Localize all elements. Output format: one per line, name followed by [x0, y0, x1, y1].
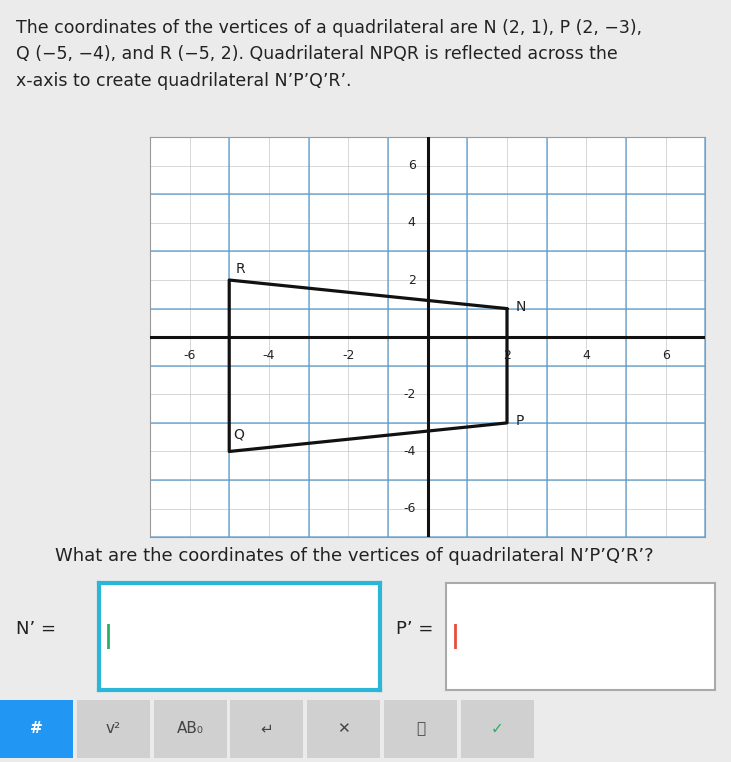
Text: R: R: [235, 262, 245, 276]
Text: -2: -2: [342, 349, 355, 362]
Text: #: #: [30, 722, 43, 736]
Text: -6: -6: [183, 349, 196, 362]
Text: N: N: [516, 300, 526, 314]
Text: 4: 4: [583, 349, 591, 362]
Text: What are the coordinates of the vertices of quadrilateral N’P’Q’R’?: What are the coordinates of the vertices…: [55, 547, 654, 565]
Text: -4: -4: [262, 349, 275, 362]
Text: 4: 4: [408, 216, 416, 229]
Text: -4: -4: [404, 445, 416, 458]
Text: |: |: [451, 624, 461, 648]
Text: The coordinates of the vertices of a quadrilateral are N (2, 1), P (2, −3),
Q (−: The coordinates of the vertices of a qua…: [16, 19, 643, 90]
Text: 🗑: 🗑: [416, 722, 425, 736]
Text: AB₀: AB₀: [177, 722, 203, 736]
Text: ↵: ↵: [260, 722, 273, 736]
Text: -6: -6: [404, 502, 416, 515]
Text: P: P: [516, 415, 524, 428]
Text: -2: -2: [404, 388, 416, 401]
Text: Q: Q: [233, 427, 244, 441]
Text: 2: 2: [408, 274, 416, 287]
Text: |: |: [105, 624, 113, 648]
Text: 2: 2: [503, 349, 511, 362]
Text: ✕: ✕: [337, 722, 350, 736]
Text: P’ =: P’ =: [396, 620, 433, 638]
Text: v²: v²: [106, 722, 121, 736]
Text: ✓: ✓: [491, 722, 504, 736]
Text: N’ =: N’ =: [16, 620, 56, 638]
Text: 6: 6: [408, 159, 416, 172]
Text: 6: 6: [662, 349, 670, 362]
